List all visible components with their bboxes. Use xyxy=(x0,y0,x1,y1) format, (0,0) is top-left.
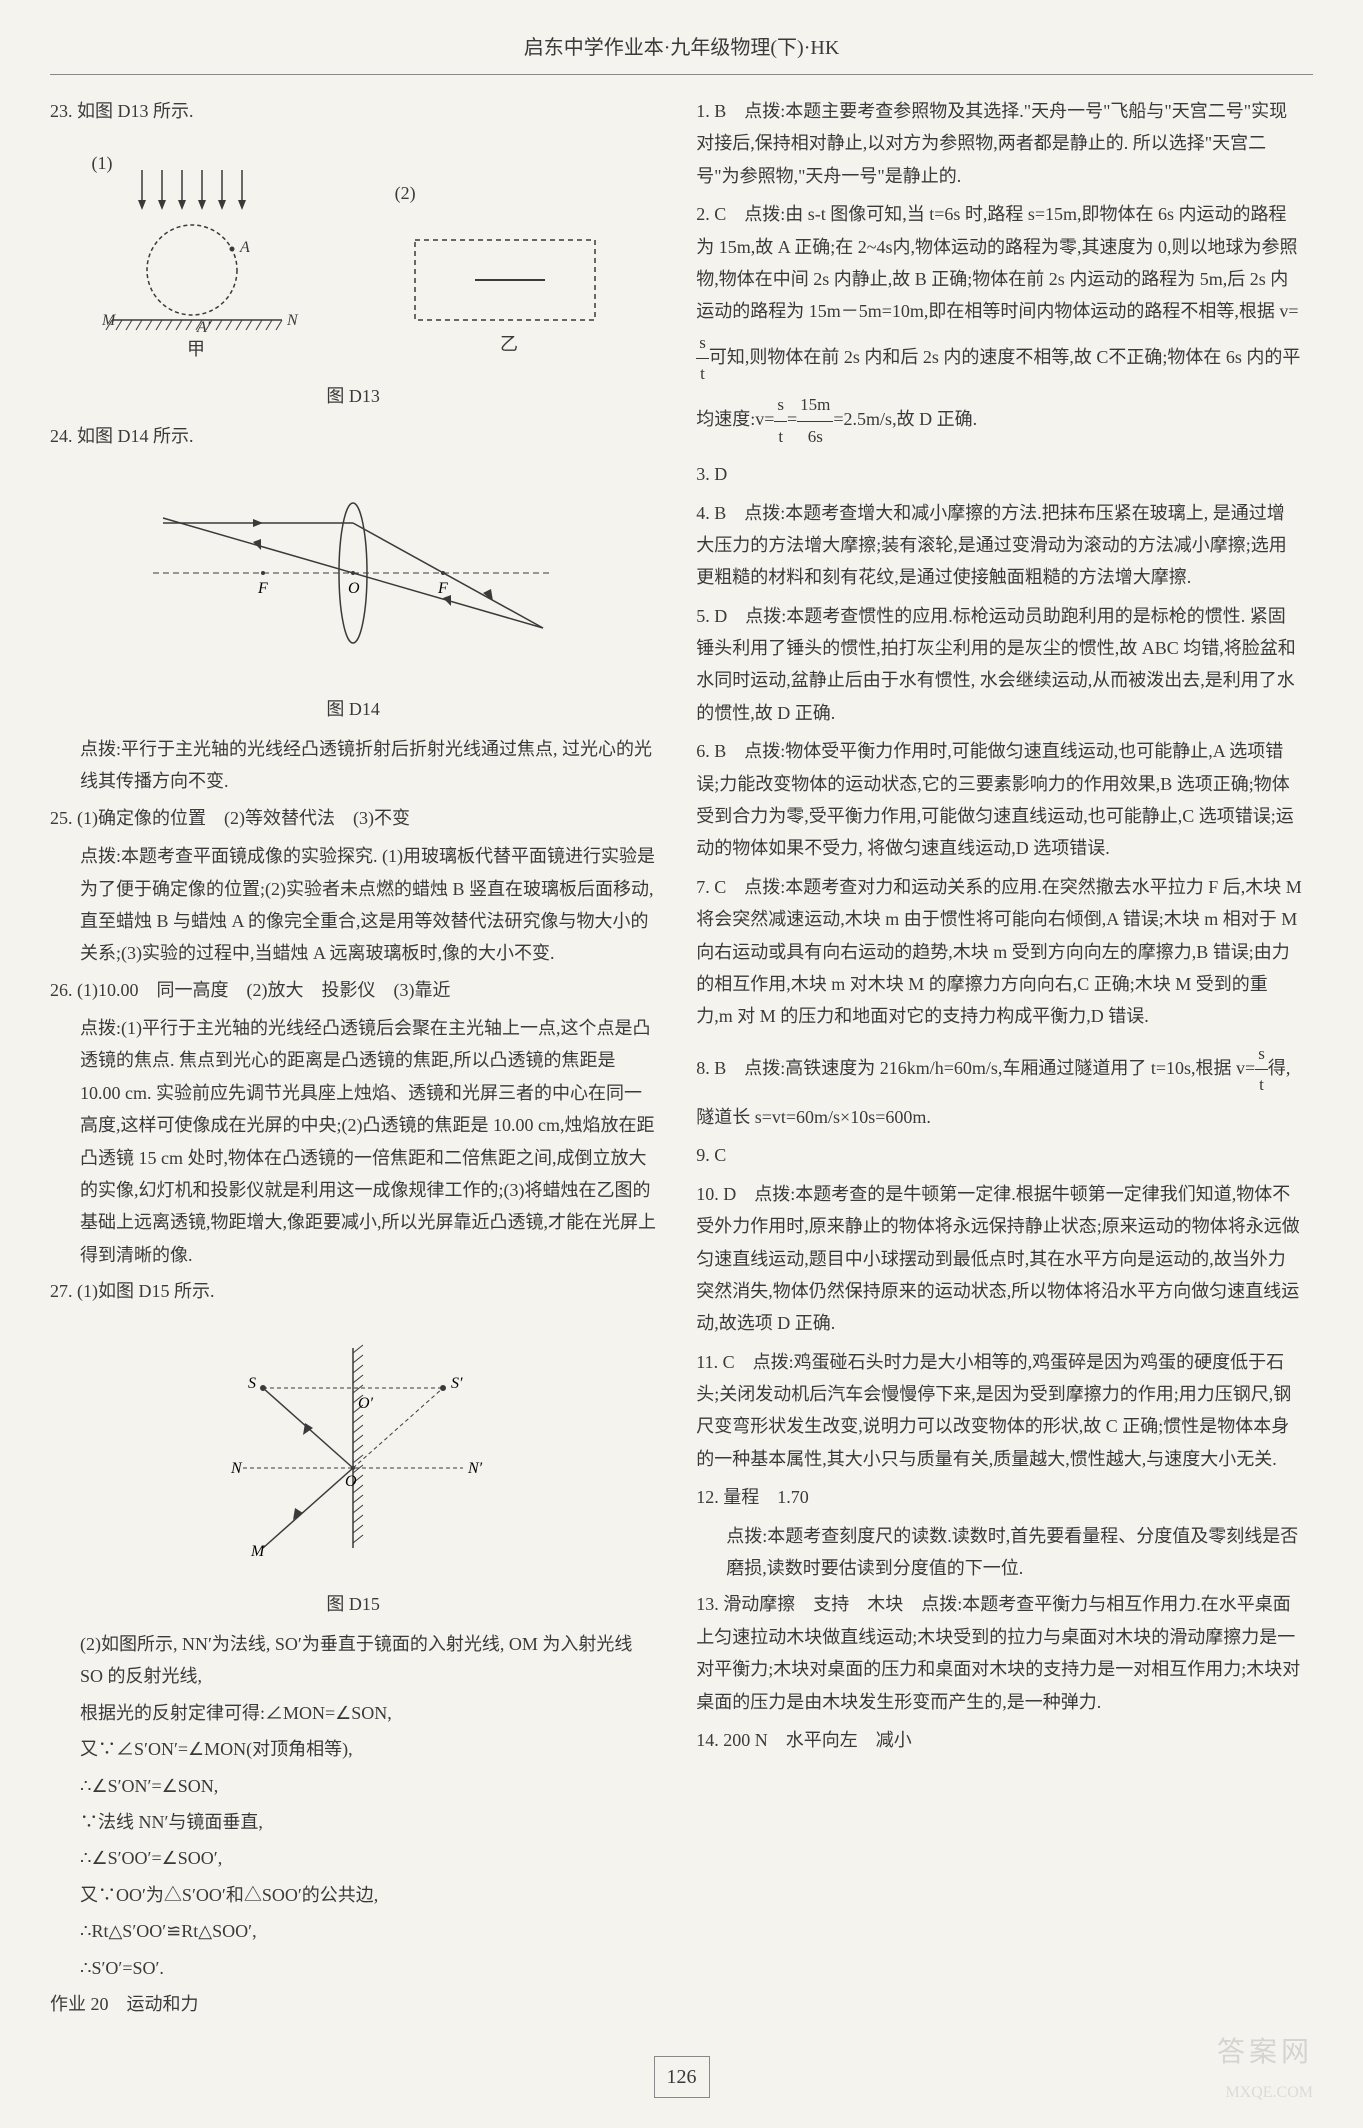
svg-text:N: N xyxy=(286,312,299,329)
figure-D14-svg: F O F xyxy=(143,473,563,673)
text-item: 6. B 点拨:物体受平衡力作用时,可能做匀速直线运动,也可能静止,A 选项错误… xyxy=(696,735,1302,865)
svg-text:S′: S′ xyxy=(451,1375,463,1392)
text-item: 9. C xyxy=(696,1139,1302,1171)
page-header: 启东中学作业本·九年级物理(下)·HK xyxy=(50,30,1313,75)
svg-text:F: F xyxy=(437,580,448,597)
figure-label: 图 D13 xyxy=(50,380,656,412)
text-item: 5. D 点拨:本题考查惯性的应用.标枪运动员助跑利用的是标枪的惯性. 紧固锤头… xyxy=(696,600,1302,730)
svg-text:F: F xyxy=(257,580,268,597)
figure-label: 图 D14 xyxy=(50,693,656,725)
text-subitem: 根据光的反射定律可得:∠MON=∠SON, xyxy=(80,1697,656,1729)
figure-D14: F O F xyxy=(50,473,656,673)
svg-text:O: O xyxy=(348,580,360,597)
text-item: 14. 200 N 水平向左 减小 xyxy=(696,1724,1302,1756)
text-item: 10. D 点拨:本题考查的是牛顿第一定律.根据牛顿第一定律我们知道,物体不受外… xyxy=(696,1178,1302,1340)
text-item: 作业 20 运动和力 xyxy=(50,1988,656,2020)
text-subitem: 点拨:本题考查平面镜成像的实验探究. (1)用玻璃板代替平面镜进行实验是为了便于… xyxy=(80,840,656,970)
figure-D15-svg: N N′ O S M S′ O′ xyxy=(193,1328,513,1568)
text-item: 24. 如图 D14 所示. xyxy=(50,420,656,452)
text-subitem: ∵法线 NN′与镜面垂直, xyxy=(80,1806,656,1838)
text-subitem: (2)如图所示, NN′为法线, SO′为垂直于镜面的入射光线, OM 为入射光… xyxy=(80,1628,656,1693)
text-subitem: 点拨:本题考查刻度尺的读数.读数时,首先要看量程、分度值及零刻线是否磨损,读数时… xyxy=(726,1520,1302,1585)
svg-text:乙: 乙 xyxy=(500,334,518,354)
right-column: 1. B 点拨:本题主要考查参照物及其选择."天舟一号"飞船与"天宫二号"实现对… xyxy=(696,95,1302,2026)
page-number-box: 126 xyxy=(654,2056,710,2098)
text-item: 3. D xyxy=(696,458,1302,490)
svg-text:O′: O′ xyxy=(358,1395,374,1412)
svg-text:N: N xyxy=(230,1460,243,1477)
svg-text:A: A xyxy=(239,239,250,256)
figure-D13-right-svg: 乙 xyxy=(395,210,615,360)
svg-text:A′: A′ xyxy=(196,319,211,336)
page-number: 126 xyxy=(50,2056,1313,2098)
text-item: 27. (1)如图 D15 所示. xyxy=(50,1275,656,1307)
main-content: 23. 如图 D13 所示. (1) A A′ M N 甲 (2 xyxy=(50,95,1313,2026)
text-item: 11. C 点拨:鸡蛋碰石头时力是大小相等的,鸡蛋碎是因为鸡蛋的硬度低于石头;关… xyxy=(696,1346,1302,1476)
text-item: 2. C 点拨:由 s-t 图像可知,当 t=6s 时,路程 s=15m,即物体… xyxy=(696,198,1302,452)
svg-text:O: O xyxy=(345,1473,357,1490)
text-item: 7. C 点拨:本题考查对力和运动关系的应用.在突然撤去水平拉力 F 后,木块 … xyxy=(696,871,1302,1033)
text-subitem: 又∵∠S′ON′=∠MON(对顶角相等), xyxy=(80,1733,656,1765)
text-item: 26. (1)10.00 同一高度 (2)放大 投影仪 (3)靠近 xyxy=(50,974,656,1006)
figure-D15: N N′ O S M S′ O′ xyxy=(50,1328,656,1568)
sub-watermark: MXQE.COM xyxy=(1225,2079,1313,2108)
svg-text:M: M xyxy=(250,1543,266,1560)
text-subitem: ∴∠S′OO′=∠SOO′, xyxy=(80,1842,656,1874)
text-item: 1. B 点拨:本题主要考查参照物及其选择."天舟一号"飞船与"天宫二号"实现对… xyxy=(696,95,1302,192)
watermark: 答案网 xyxy=(1217,2028,1313,2078)
text-item: 8. B 点拨:高铁速度为 216km/h=60m/s,车厢通过隧道用了 t=1… xyxy=(696,1039,1302,1134)
text-subitem: 又∵OO′为△S′OO′和△SOO′的公共边, xyxy=(80,1879,656,1911)
text-item: 4. B 点拨:本题考查增大和减小摩擦的方法.把抹布压紧在玻璃上, 是通过增大压… xyxy=(696,497,1302,594)
text-subitem: ∴∠S′ON′=∠SON, xyxy=(80,1770,656,1802)
svg-text:M: M xyxy=(101,312,117,329)
figure-D13: (1) A A′ M N 甲 (2) xyxy=(50,147,656,359)
text-subitem: 点拨:(1)平行于主光轴的光线经凸透镜后会聚在主光轴上一点,这个点是凸透镜的焦点… xyxy=(80,1012,656,1271)
svg-text:S: S xyxy=(248,1375,256,1392)
text-item: 12. 量程 1.70 xyxy=(696,1481,1302,1513)
text-item: 23. 如图 D13 所示. xyxy=(50,95,656,127)
figure-D13-left-svg: A A′ M N 甲 xyxy=(92,160,312,360)
svg-text:N′: N′ xyxy=(467,1460,483,1477)
text-item: 13. 滑动摩擦 支持 木块 点拨:本题考查平衡力与相互作用力.在水平桌面上匀速… xyxy=(696,1588,1302,1718)
figure-D13-label-2: (2) xyxy=(395,177,615,209)
text-subitem: 点拨:平行于主光轴的光线经凸透镜折射后折射光线通过焦点, 过光心的光线其传播方向… xyxy=(80,733,656,798)
figure-label: 图 D15 xyxy=(50,1588,656,1620)
text-subitem: ∴S′O′=SO′. xyxy=(80,1952,656,1984)
svg-text:甲: 甲 xyxy=(187,339,205,359)
text-subitem: ∴Rt△S′OO′≌Rt△SOO′, xyxy=(80,1915,656,1947)
text-item: 25. (1)确定像的位置 (2)等效替代法 (3)不变 xyxy=(50,802,656,834)
left-column: 23. 如图 D13 所示. (1) A A′ M N 甲 (2 xyxy=(50,95,656,2026)
